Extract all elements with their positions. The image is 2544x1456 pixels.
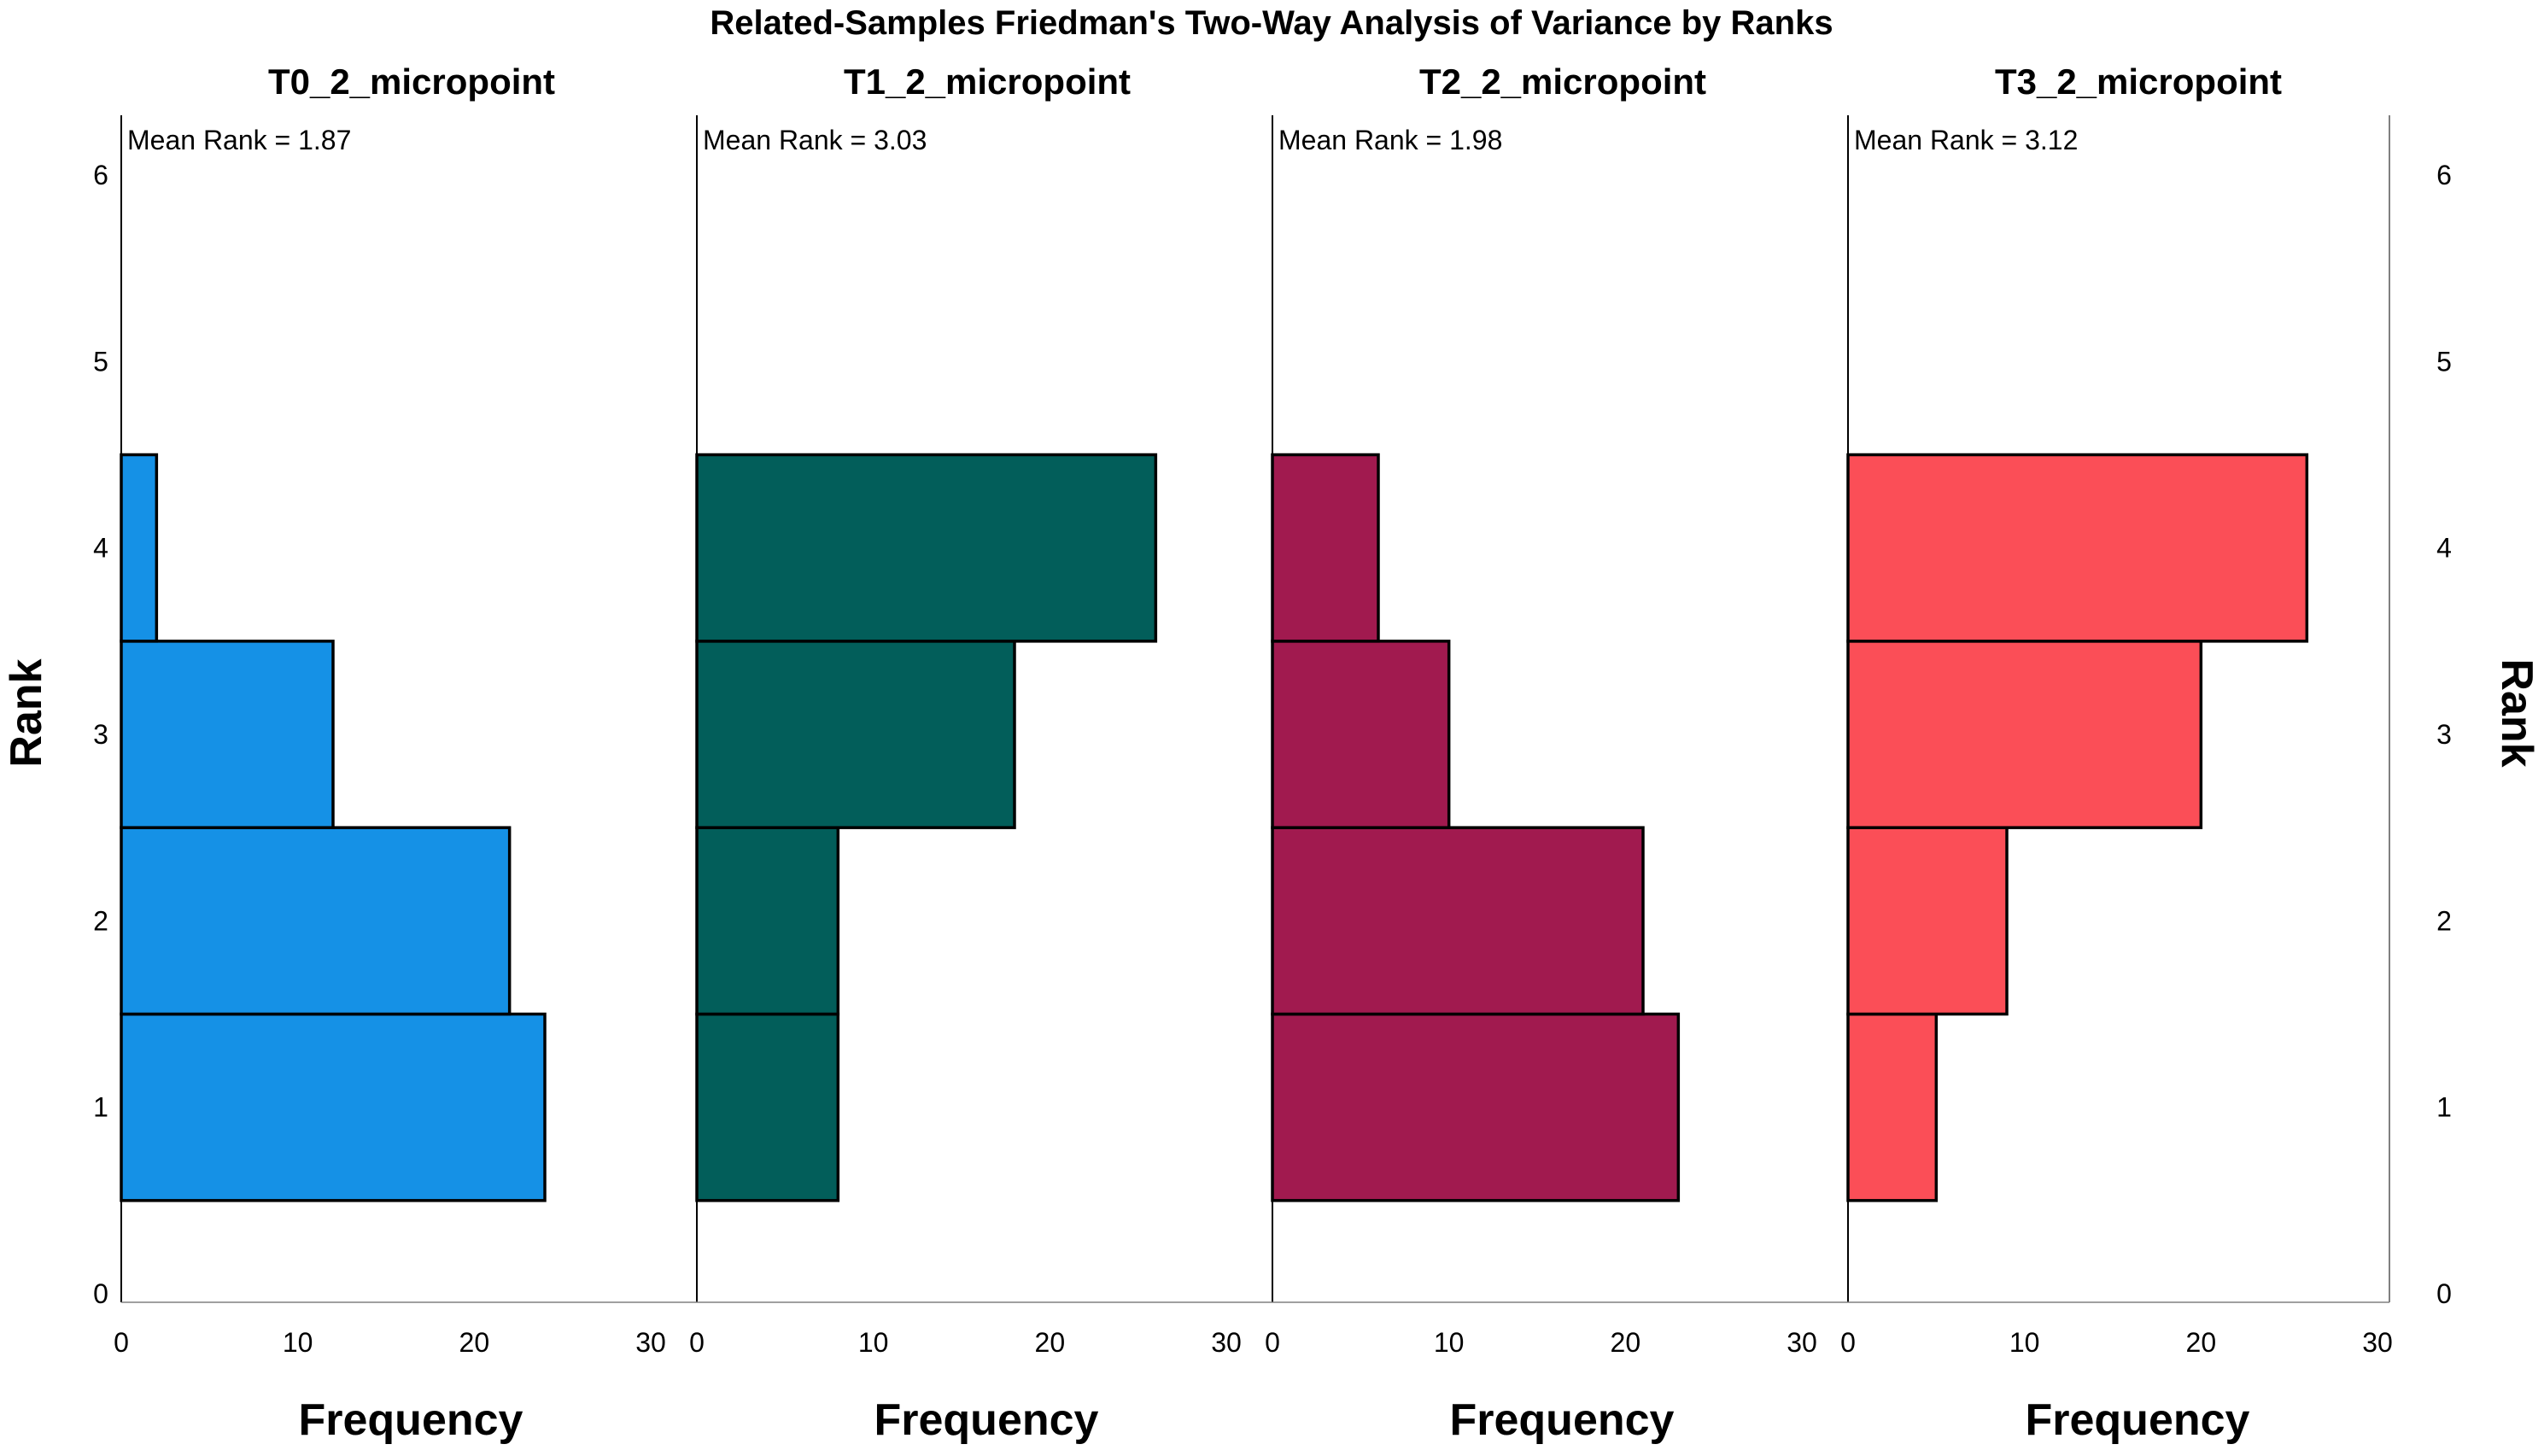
bar-rank-3 [1271, 640, 1451, 829]
y-tick-label-left: 3 [93, 719, 108, 750]
x-tick-label: 10 [2009, 1327, 2040, 1358]
y-axis-title-right: Rank [2492, 658, 2541, 767]
bar-rank-2 [120, 826, 512, 1016]
bar-rank-3 [120, 640, 335, 829]
y-tick-label-right: 4 [2436, 533, 2452, 564]
mean-rank-label: Mean Rank = 3.03 [703, 125, 927, 155]
x-axis-title: Frequency [874, 1395, 1099, 1445]
x-tick-label: 20 [1035, 1327, 1066, 1358]
x-tick-label: 0 [114, 1327, 129, 1358]
bar-rank-4 [1846, 453, 2309, 643]
x-tick-label: 30 [635, 1327, 666, 1358]
x-tick-label: 10 [283, 1327, 313, 1358]
panel-title: T3_2_micropoint [1995, 61, 2282, 102]
panel-title: T1_2_micropoint [844, 61, 1131, 102]
x-axis-title: Frequency [299, 1395, 523, 1445]
x-tick-label: 0 [1265, 1327, 1280, 1358]
bar-rank-2 [695, 826, 840, 1016]
y-tick-label-left: 4 [93, 533, 108, 564]
y-tick-label-left: 1 [93, 1092, 108, 1123]
bar-rank-1 [1271, 1012, 1681, 1202]
bar-rank-2 [1846, 826, 2009, 1016]
bar-rank-3 [1846, 640, 2203, 829]
y-tick-label-left: 6 [93, 160, 108, 190]
x-tick-label: 0 [689, 1327, 705, 1358]
bar-rank-1 [695, 1012, 840, 1202]
bar-rank-1 [120, 1012, 547, 1202]
x-tick-label: 20 [1611, 1327, 1641, 1358]
y-tick-label-right: 2 [2436, 905, 2452, 936]
y-tick-label-right: 1 [2436, 1092, 2452, 1123]
x-tick-label: 30 [1787, 1327, 1817, 1358]
mean-rank-label: Mean Rank = 3.12 [1854, 125, 2078, 155]
x-tick-label: 20 [2186, 1327, 2217, 1358]
x-tick-label: 30 [1211, 1327, 1242, 1358]
bar-rank-4 [695, 453, 1158, 643]
y-tick-label-left: 0 [93, 1278, 108, 1309]
x-tick-label: 30 [2362, 1327, 2393, 1358]
x-tick-label: 20 [459, 1327, 490, 1358]
y-tick-label-left: 5 [93, 346, 108, 377]
x-axis-title: Frequency [2026, 1395, 2250, 1445]
panel-title: T2_2_micropoint [1419, 61, 1706, 102]
chart-title: Related-Samples Friedman's Two-Way Analy… [710, 4, 1833, 42]
x-tick-label: 0 [1840, 1327, 1856, 1358]
y-tick-label-right: 6 [2436, 160, 2452, 190]
bar-rank-1 [1846, 1012, 1939, 1202]
bar-rank-3 [695, 640, 1016, 829]
y-tick-label-right: 5 [2436, 346, 2452, 377]
bar-rank-4 [120, 453, 159, 643]
y-tick-label-right: 3 [2436, 719, 2452, 750]
x-tick-label: 10 [858, 1327, 889, 1358]
mean-rank-label: Mean Rank = 1.87 [127, 125, 351, 155]
y-axis-title-left: Rank [2, 658, 51, 767]
panel-title: T0_2_micropoint [268, 61, 555, 102]
y-tick-label-right: 0 [2436, 1278, 2452, 1309]
x-axis-title: Frequency [1450, 1395, 1675, 1445]
bar-rank-2 [1271, 826, 1645, 1016]
bar-rank-4 [1271, 453, 1380, 643]
mean-rank-label: Mean Rank = 1.98 [1278, 125, 1502, 155]
y-tick-label-left: 2 [93, 905, 108, 936]
x-tick-label: 10 [1434, 1327, 1465, 1358]
